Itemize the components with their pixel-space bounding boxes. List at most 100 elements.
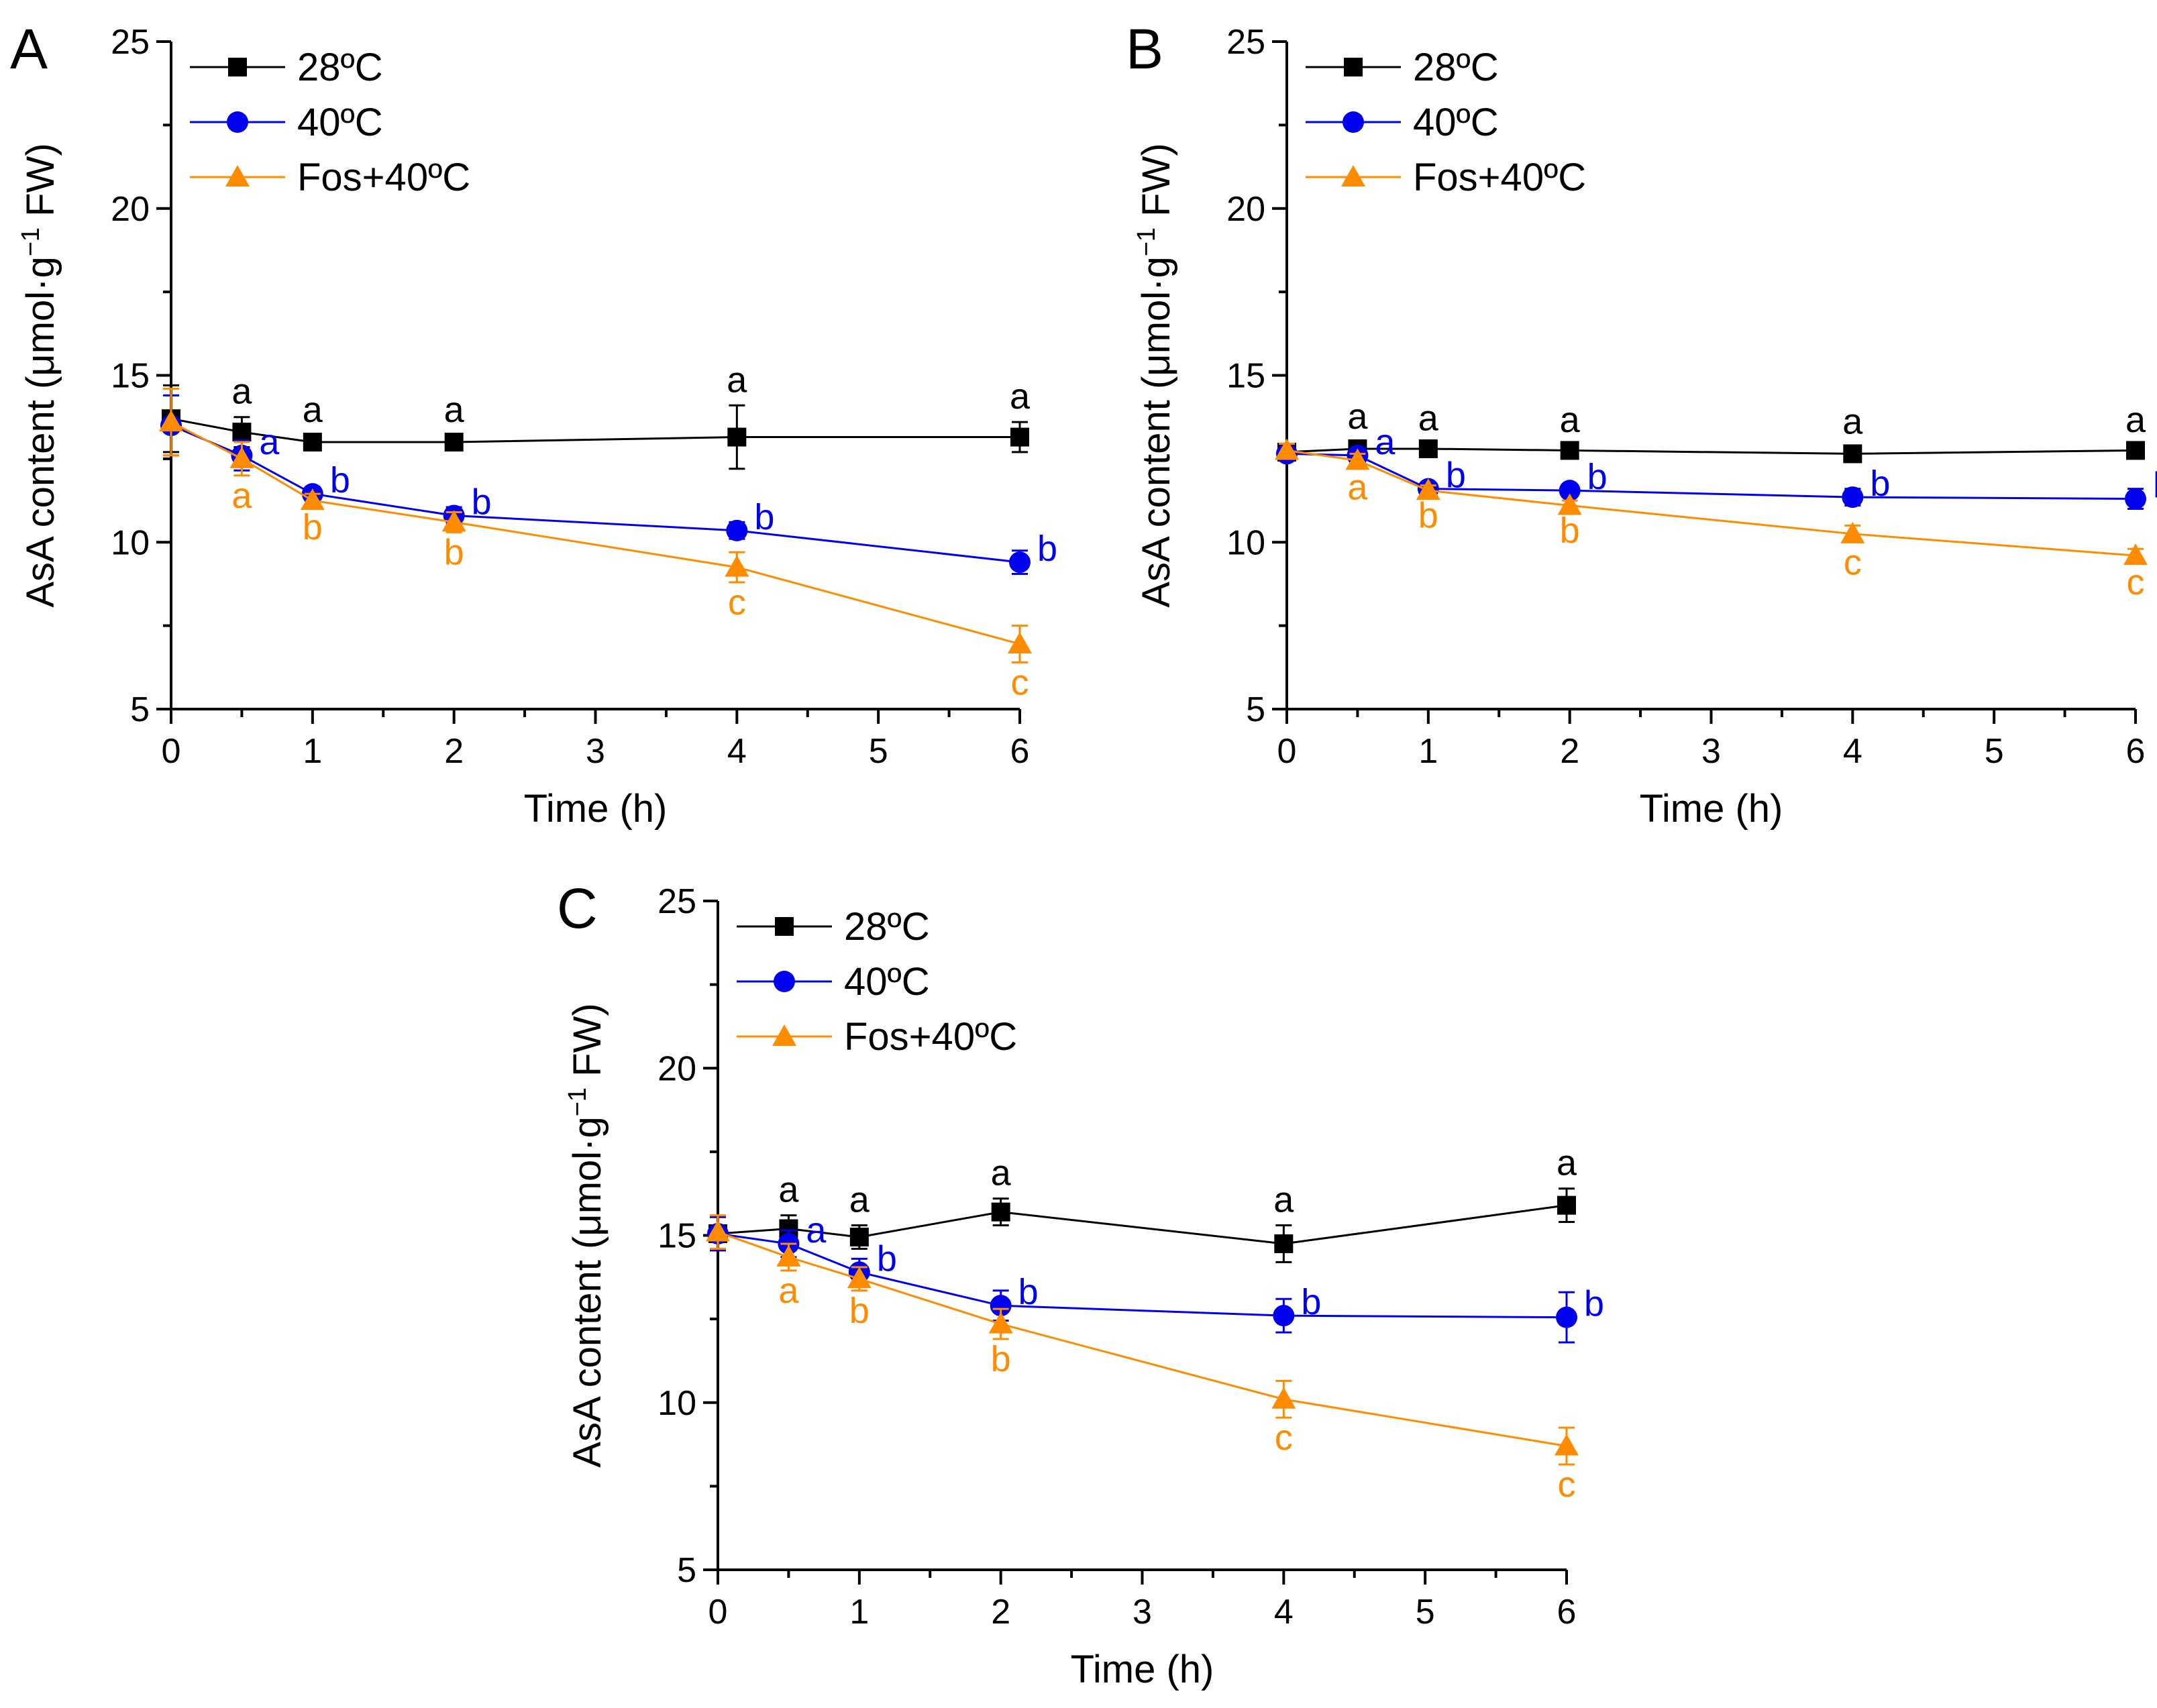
series-line <box>717 1232 1567 1319</box>
x-tick-label: 4 <box>727 732 747 771</box>
significance-letter: b <box>444 532 464 572</box>
significance-letter: a <box>806 1210 827 1250</box>
legend-label: 40ºC <box>844 960 930 1004</box>
data-point <box>2123 543 2148 566</box>
panel-letter: B <box>1126 17 1163 81</box>
significance-letter: a <box>991 1153 1012 1193</box>
significance-letter: b <box>1560 511 1580 551</box>
significance-letter: b <box>1418 496 1438 536</box>
series-line <box>717 1231 1567 1448</box>
y-tick-label: 5 <box>1246 690 1265 729</box>
data-point <box>1418 439 1438 458</box>
legend-label: 40ºC <box>1413 101 1499 144</box>
data-point <box>988 1312 1013 1334</box>
significance-letter: a <box>259 422 280 462</box>
panel-letter: C <box>557 877 598 940</box>
significance-letter: b <box>1584 1284 1604 1324</box>
data-point <box>849 1227 869 1246</box>
data-point <box>159 410 183 432</box>
data-point <box>1843 444 1862 464</box>
data-point <box>1271 1387 1296 1409</box>
data-point <box>1273 1305 1295 1327</box>
data-point <box>727 427 747 447</box>
data-point <box>1555 1434 1579 1456</box>
series-line <box>1286 452 2136 500</box>
legend-marker <box>772 1024 796 1046</box>
significance-letter: a <box>1418 398 1439 438</box>
x-tick-label: 5 <box>869 732 888 771</box>
legend-label: 28ºC <box>297 46 383 89</box>
x-tick-label: 5 <box>1985 732 2004 771</box>
legend: 28ºC 40ºC Fos+40ºC <box>737 905 1017 1059</box>
significance-letter: a <box>1375 422 1396 462</box>
significance-letter: a <box>778 1271 799 1311</box>
significance-letter: c <box>1011 662 1029 702</box>
y-axis-title: AsA content (μmol·g−1 FW) <box>564 1003 609 1467</box>
data-point <box>1842 486 1864 509</box>
legend-marker <box>1343 111 1364 133</box>
x-tick-label: 3 <box>1133 1593 1152 1632</box>
y-axis-title-main: AsA content (μmol·g <box>566 1116 609 1467</box>
data-point <box>1560 441 1579 460</box>
significance-letter: a <box>231 476 252 516</box>
panel-b: 0 1 2 3 4 5 6 5 10 15 20 25 Time (h) AsA content (μmo… <box>1126 17 2157 831</box>
y-tick-label: 20 <box>111 190 150 229</box>
data-point <box>991 1202 1010 1222</box>
legend-marker <box>774 971 795 992</box>
significance-letter: b <box>1587 457 1608 497</box>
series-line <box>170 417 1020 443</box>
significance-letter: a <box>303 390 323 430</box>
legend-marker <box>1341 165 1365 186</box>
significance-letter: a <box>849 1180 870 1220</box>
significance-letter: b <box>1446 456 1466 496</box>
series-line <box>170 421 1020 645</box>
significance-letter: a <box>1273 1180 1294 1220</box>
legend: 28ºC 40ºC Fos+40ºC <box>1306 46 1586 199</box>
significance-letter: c <box>1844 542 1862 582</box>
series-line <box>170 424 1020 564</box>
y-tick-label: 20 <box>657 1049 696 1088</box>
significance-letter: b <box>472 482 492 522</box>
significance-letter: b <box>754 497 774 537</box>
significance-letter: a <box>1842 401 1863 441</box>
data-point <box>1416 478 1440 500</box>
significance-letter: a <box>1560 400 1581 440</box>
x-tick-label: 0 <box>1277 732 1297 771</box>
x-axis-title: Time (h) <box>1071 1648 1214 1691</box>
y-axis-title-units: FW) <box>1135 143 1178 227</box>
significance-letter: b <box>2153 466 2157 506</box>
data-point <box>229 446 254 468</box>
data-point <box>847 1267 872 1289</box>
y-axis-title: AsA content (μmol·g−1 FW) <box>1133 143 1178 607</box>
y-axis-title-main: AsA content (μmol·g <box>1135 256 1178 607</box>
x-tick-label: 1 <box>303 732 322 771</box>
significance-letter: b <box>991 1339 1011 1379</box>
data-point <box>444 433 464 451</box>
y-tick-label: 5 <box>130 690 150 729</box>
y-tick-label: 25 <box>111 23 150 62</box>
x-tick-label: 0 <box>708 1593 728 1632</box>
y-tick-label: 25 <box>657 882 696 921</box>
significance-letter: a <box>231 372 252 412</box>
x-tick-label: 6 <box>1010 732 1030 771</box>
data-point <box>1009 551 1031 574</box>
x-tick-label: 2 <box>444 732 464 771</box>
legend-marker <box>227 111 248 133</box>
significance-letter: b <box>1018 1272 1039 1312</box>
significance-letter: b <box>849 1291 870 1331</box>
x-axis-title: Time (h) <box>524 787 668 831</box>
significance-letter: b <box>1870 464 1890 504</box>
y-axis-title-units: FW) <box>19 143 62 227</box>
y-tick-label: 10 <box>1226 523 1265 562</box>
significance-letter: b <box>303 507 323 547</box>
significance-letter: c <box>728 582 746 623</box>
x-tick-label: 4 <box>1274 1593 1294 1632</box>
legend-label: 28ºC <box>1413 46 1499 89</box>
